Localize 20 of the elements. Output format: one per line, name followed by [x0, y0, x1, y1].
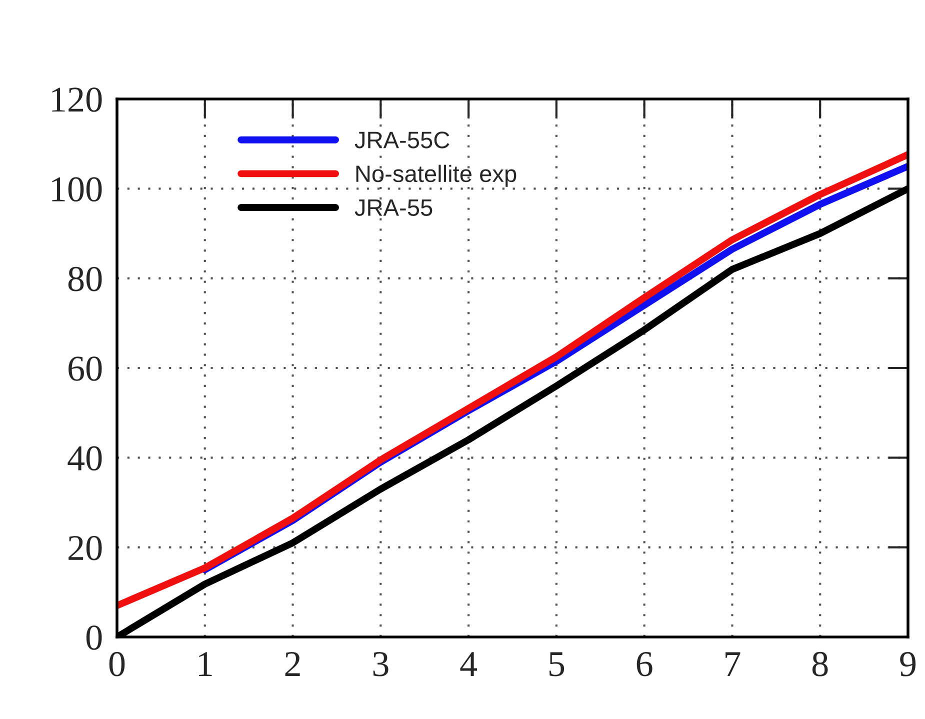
y-tick-label: 100 [52, 177, 102, 202]
y-tick-label: 40 [68, 446, 102, 471]
y-tick-label: 60 [68, 356, 102, 381]
x-tick-label: 0 [109, 652, 125, 676]
y-tick-label: 0 [86, 626, 102, 650]
legend-label: JRA-55 [354, 200, 432, 216]
y-tick-label: 80 [68, 266, 102, 292]
x-tick-label: 2 [285, 652, 300, 676]
x-tick-label: 4 [460, 652, 478, 676]
x-tick-label: 1 [199, 652, 212, 676]
x-tick-label: 7 [726, 652, 740, 676]
legend-label: No-satellite exp [356, 164, 516, 187]
x-tick-label: 3 [373, 652, 388, 676]
x-tick-label: 8 [812, 652, 828, 676]
y-tick-label: 20 [68, 536, 102, 560]
x-tick-label: 9 [900, 652, 916, 676]
x-tick-label: 6 [636, 652, 652, 676]
y-tick-label: 120 [52, 88, 102, 112]
legend-label: JRA-55C [354, 132, 450, 148]
x-tick-label: 5 [550, 652, 564, 676]
